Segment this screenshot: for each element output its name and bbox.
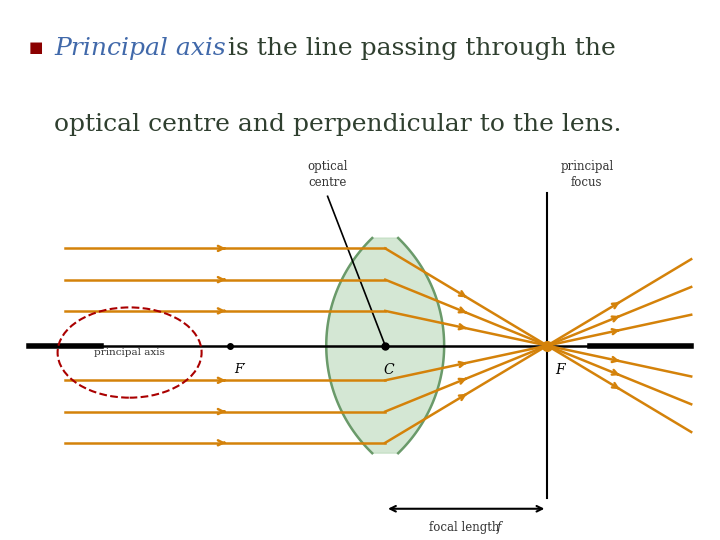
Text: is the line passing through the: is the line passing through the xyxy=(220,37,616,60)
Text: ■: ■ xyxy=(29,42,43,56)
Text: optical
centre: optical centre xyxy=(307,160,348,190)
Text: f: f xyxy=(497,521,501,534)
Polygon shape xyxy=(326,238,444,453)
Text: principal axis: principal axis xyxy=(94,348,165,357)
Text: F: F xyxy=(555,363,565,377)
Text: Principal axis: Principal axis xyxy=(54,37,226,60)
Text: principal
focus: principal focus xyxy=(560,160,613,190)
Text: optical centre and perpendicular to the lens.: optical centre and perpendicular to the … xyxy=(54,113,621,136)
Text: F′: F′ xyxy=(234,363,246,376)
Text: focal length: focal length xyxy=(429,521,503,534)
Text: C: C xyxy=(384,363,394,377)
